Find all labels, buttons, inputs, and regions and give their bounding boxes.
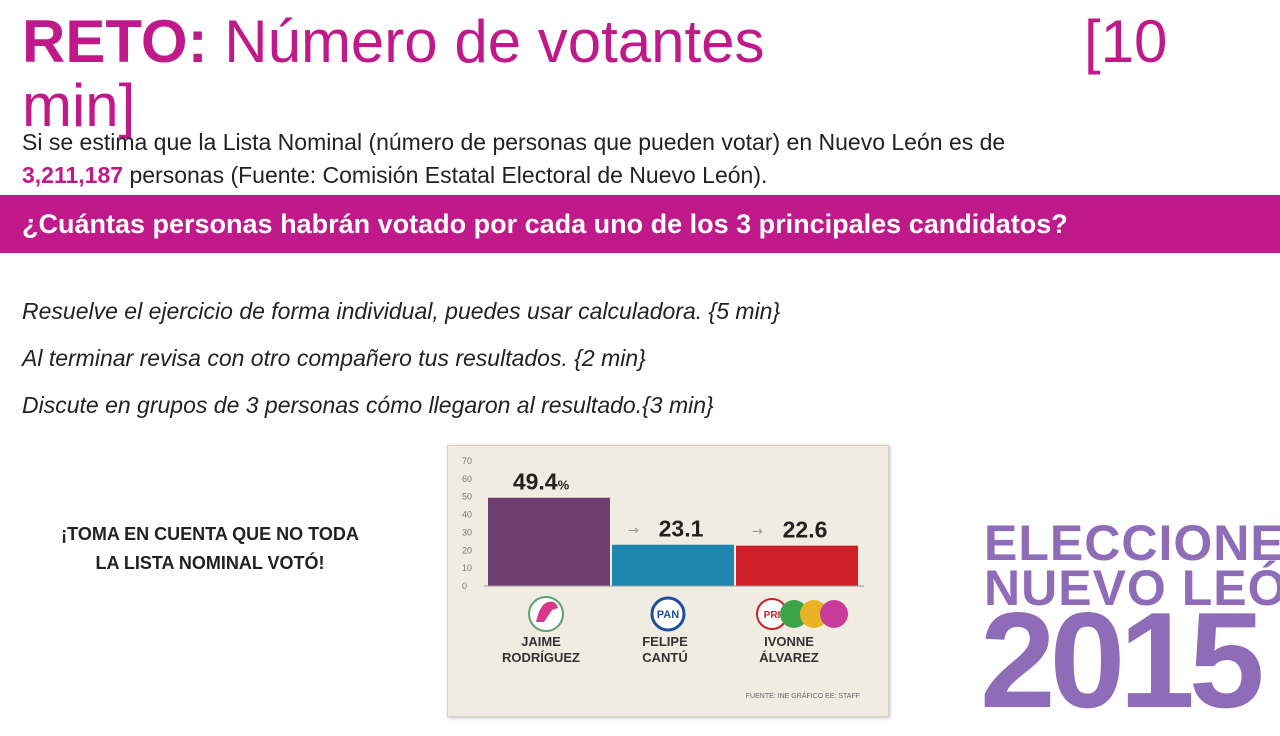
warning-line1: ¡TOMA EN CUENTA QUE NO TODA <box>61 524 359 544</box>
title-subject: Número de votantes <box>224 8 765 75</box>
bar-3 <box>736 545 858 586</box>
independent-horse-icon <box>536 601 558 622</box>
arrow-icon: → <box>628 524 639 539</box>
y-tick-label: 60 <box>462 474 472 484</box>
bar-value-label: 49.4% <box>513 469 570 495</box>
logo-line1: ELECCIONES <box>984 515 1280 571</box>
elecciones-nuevo-leon-logo: ELECCIONES NUEVO LEÓN 2015 <box>980 518 1280 728</box>
warning-note: ¡TOMA EN CUENTA QUE NO TODA LA LISTA NOM… <box>14 520 406 578</box>
candidate-name-label: RODRÍGUEZ <box>502 650 580 665</box>
y-tick-label: 70 <box>462 456 472 466</box>
warning-line2: LA LISTA NOMINAL VOTÓ! <box>95 553 325 573</box>
chart-source-label: FUENTE: INE GRÁFICO EE: STAFF <box>746 691 860 700</box>
y-tick-label: 50 <box>462 492 472 502</box>
candidate-name-label: ÁLVAREZ <box>759 650 819 665</box>
instruction-list: Resuelve el ejercicio de forma individua… <box>22 288 780 429</box>
title-prefix: RETO: <box>22 8 208 75</box>
election-results-chart: 0 10 20 30 40 50 60 70 49.4% JAIME RODRÍGUEZ 23.1 → F… <box>447 445 889 717</box>
instruction-step-3: Discute en grupos de 3 personas cómo lle… <box>22 392 714 418</box>
slide-title: RETO: Número de votantes [10 min] <box>22 2 1222 136</box>
pan-logo-text: PAN <box>657 609 679 621</box>
y-tick-label: 40 <box>462 510 472 520</box>
y-tick-label: 0 <box>462 581 467 591</box>
pvem-logo-icon <box>780 600 808 628</box>
y-tick-label: 10 <box>462 563 472 573</box>
candidate-name-label: FELIPE <box>642 634 688 649</box>
intro-text: Si se estima que la Lista Nominal (númer… <box>22 126 1262 192</box>
bar-2 <box>612 544 734 586</box>
instruction-step-1: Resuelve el ejercicio de forma individua… <box>22 298 781 324</box>
intro-line2: personas (Fuente: Comisión Estatal Elect… <box>129 162 768 188</box>
lista-nominal-number: 3,211,187 <box>22 162 124 188</box>
instruction-step-2: Al terminar revisa con otro compañero tu… <box>22 345 646 371</box>
title-time-unit: min] <box>22 72 136 139</box>
pan-logo-icon <box>650 596 686 632</box>
intro-line1: Si se estima que la Lista Nominal (númer… <box>22 129 1006 155</box>
coalition-party-logo-icon <box>820 600 848 628</box>
candidate-name-label: CANTÚ <box>642 650 688 665</box>
candidate-name-label: JAIME <box>521 634 561 649</box>
y-tick-label: 30 <box>462 527 472 537</box>
title-time: [10 <box>1084 8 1168 75</box>
pri-logo-text: PRI <box>764 610 781 621</box>
logo-year: 2015 <box>980 584 1265 736</box>
arrow-icon: → <box>752 525 763 540</box>
candidate-name-label: IVONNE <box>764 634 814 649</box>
y-tick-label: 20 <box>462 545 472 555</box>
question-text: ¿Cuántas personas habrán votado por cada… <box>22 209 1068 239</box>
bar-1 <box>488 497 610 586</box>
panal-logo-icon <box>800 600 828 628</box>
logo-line2: NUEVO LEÓN <box>984 560 1280 616</box>
question-banner: ¿Cuántas personas habrán votado por cada… <box>0 195 1280 253</box>
bar-value-label: 23.1 <box>659 516 704 542</box>
bar-value-label: 22.6 <box>783 517 828 543</box>
